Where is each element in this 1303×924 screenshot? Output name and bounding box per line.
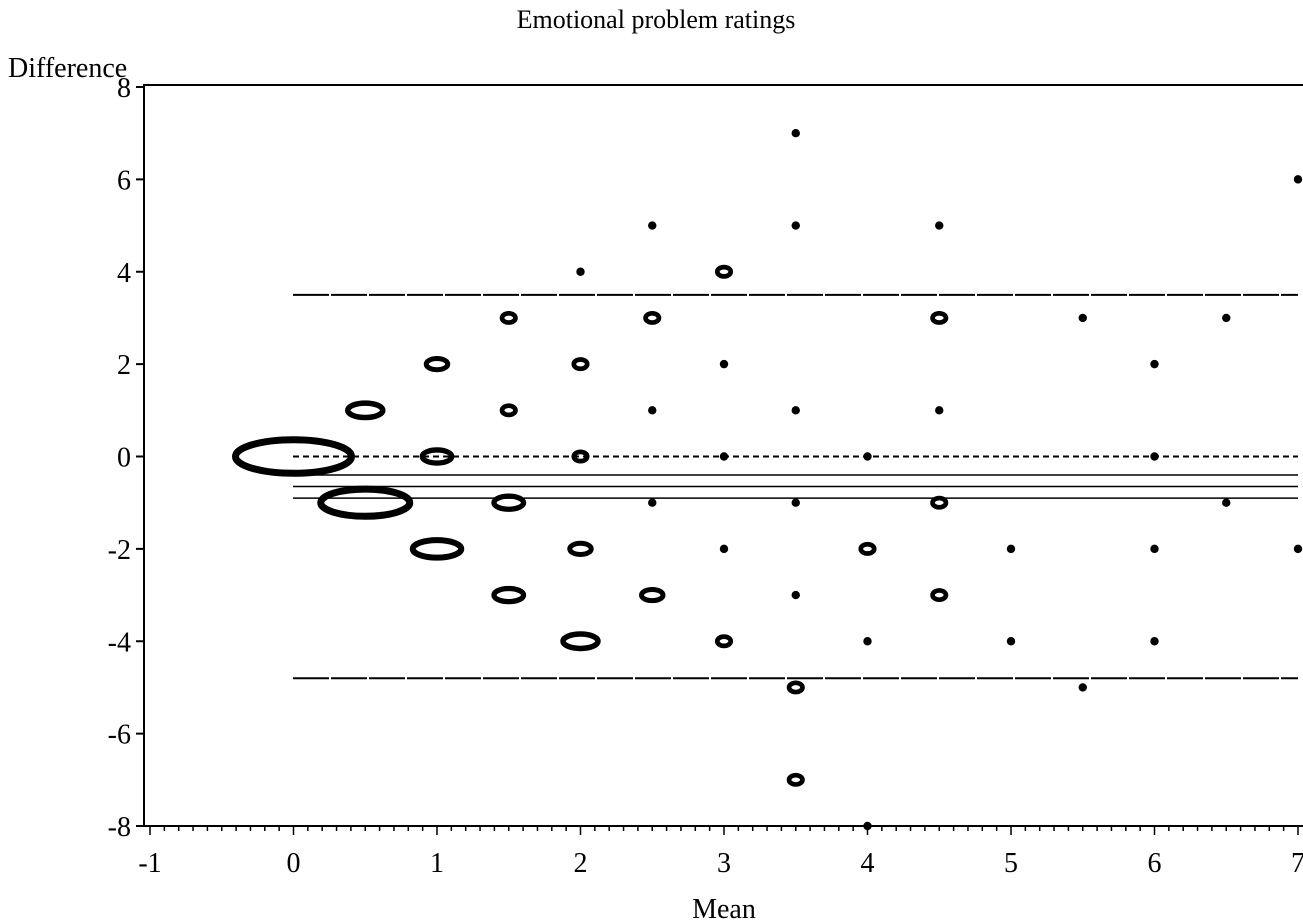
y-tick-label: -4 <box>108 627 131 658</box>
data-point <box>863 452 872 461</box>
data-point <box>1293 544 1303 554</box>
data-point <box>930 495 949 510</box>
data-point <box>1293 175 1303 184</box>
data-point <box>791 590 800 600</box>
data-point <box>499 403 518 418</box>
data-point <box>1150 544 1159 554</box>
data-point <box>317 485 414 520</box>
data-point <box>232 436 355 477</box>
data-point <box>719 452 729 461</box>
x-axis: -1 0 1 2 3 4 5 6 7 <box>138 825 1303 879</box>
data-point <box>863 637 872 646</box>
data-point <box>1006 544 1016 554</box>
y-axis: -8 -6 -4 -2 0 2 4 6 8 <box>108 73 144 843</box>
data-point <box>571 449 590 464</box>
data-point <box>935 406 944 415</box>
data-point <box>1150 359 1159 369</box>
x-tick-label: 6 <box>1148 848 1162 879</box>
data-point <box>345 400 386 421</box>
data-point <box>560 631 601 652</box>
data-point <box>1222 313 1231 323</box>
x-tick-label: 2 <box>574 848 588 879</box>
data-point <box>935 221 944 230</box>
y-tick-label: 6 <box>117 165 131 196</box>
y-axis-label: Difference <box>8 53 127 84</box>
data-point <box>491 493 527 512</box>
data-point <box>499 310 518 325</box>
y-tick-label: 8 <box>117 73 131 104</box>
x-tick-label: 3 <box>717 848 731 879</box>
data-point <box>423 356 451 373</box>
data-point <box>1222 498 1231 507</box>
chart-title: Emotional problem ratings <box>517 5 796 34</box>
data-point <box>643 310 662 325</box>
data-point <box>858 541 877 556</box>
data-point <box>714 634 734 649</box>
data-point <box>1078 683 1087 692</box>
data-point <box>1150 452 1159 461</box>
plot-border <box>143 84 1303 826</box>
data-point <box>419 447 455 466</box>
data-point <box>930 588 949 603</box>
data-point <box>791 406 800 415</box>
data-point <box>930 310 949 325</box>
data-point <box>786 772 805 787</box>
x-tick-label: 0 <box>287 848 301 879</box>
x-tick-label: 1 <box>430 848 444 879</box>
y-tick-label: -2 <box>108 535 131 566</box>
x-tick-label: 4 <box>861 848 875 879</box>
x-axis-label: Mean <box>692 894 756 924</box>
reference-lines <box>293 293 1298 680</box>
data-points <box>232 128 1303 831</box>
plot-frame <box>143 84 1303 826</box>
data-point <box>791 498 800 507</box>
data-point <box>791 128 800 138</box>
y-tick-label: -6 <box>108 720 131 751</box>
x-tick-label: -1 <box>138 848 161 879</box>
data-point <box>786 680 805 695</box>
data-point <box>639 586 666 604</box>
data-point <box>719 544 729 554</box>
data-point <box>491 585 527 605</box>
data-point <box>576 267 585 276</box>
y-tick-label: -8 <box>108 812 131 843</box>
data-point <box>648 406 657 415</box>
y-tick-label: 2 <box>117 350 131 381</box>
data-point <box>1078 313 1087 323</box>
data-point <box>648 498 657 507</box>
data-point <box>409 537 465 561</box>
data-point <box>719 359 729 369</box>
x-tick-label: 5 <box>1004 848 1018 879</box>
data-point <box>648 221 657 230</box>
data-point <box>1150 637 1159 646</box>
data-point <box>1006 637 1016 646</box>
data-point <box>571 357 590 372</box>
y-tick-label: 4 <box>117 258 131 289</box>
data-point <box>567 540 594 557</box>
data-point <box>714 264 734 279</box>
data-point <box>791 221 800 230</box>
x-tick-label: 7 <box>1291 848 1303 879</box>
y-tick-label: 0 <box>117 443 131 474</box>
